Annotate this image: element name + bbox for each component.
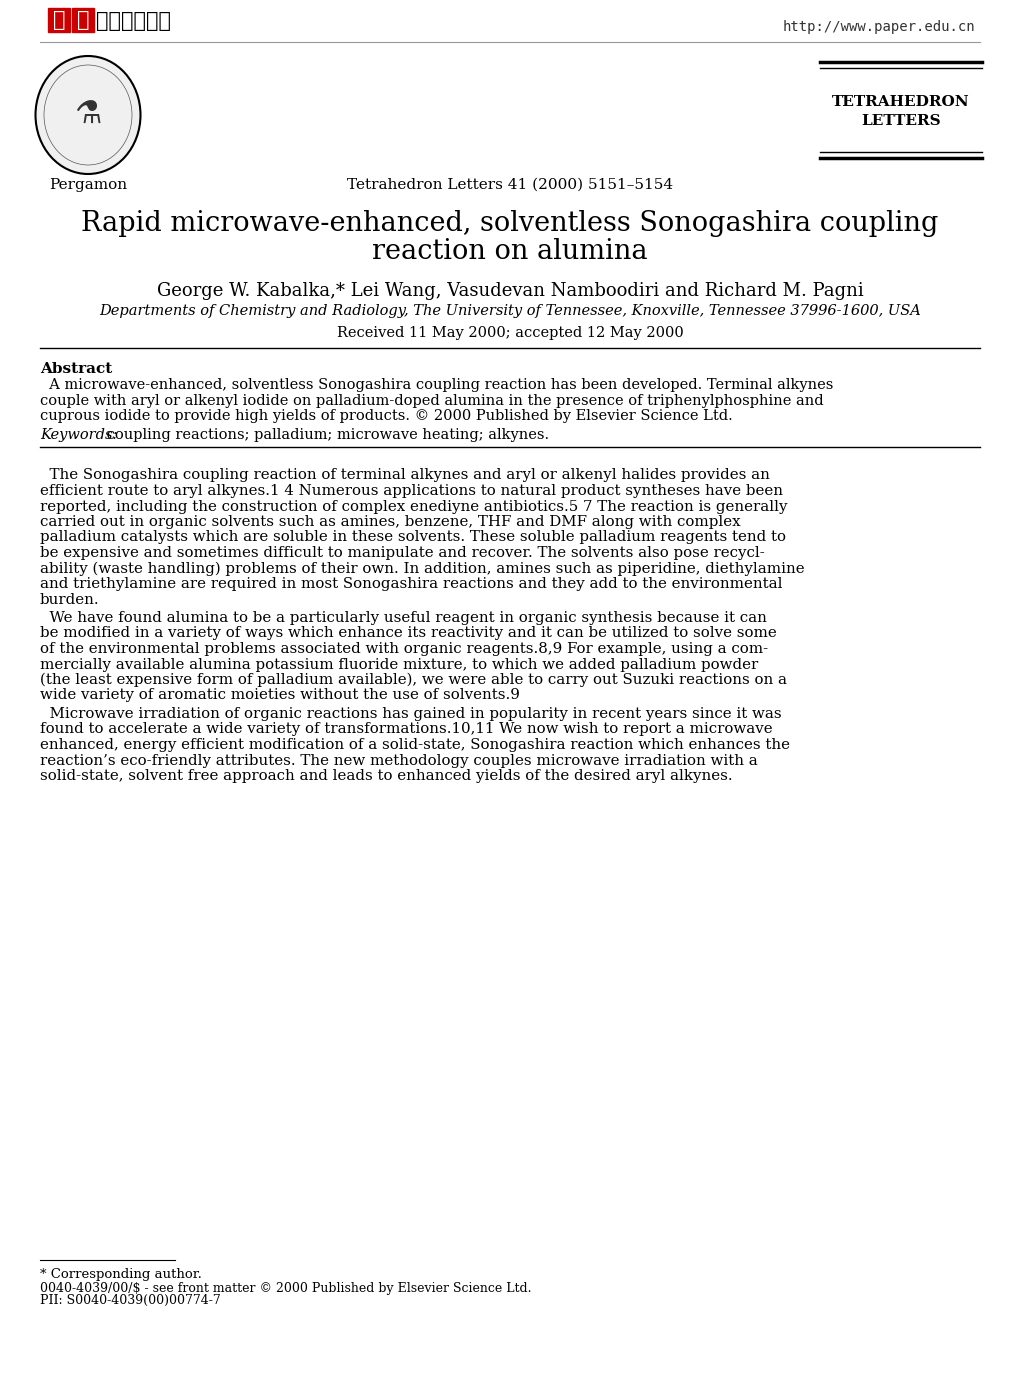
Text: George W. Kabalka,* Lei Wang, Vasudevan Namboodiri and Richard M. Pagni: George W. Kabalka,* Lei Wang, Vasudevan …	[157, 281, 862, 299]
Text: be modified in a variety of ways which enhance its reactivity and it can be util: be modified in a variety of ways which e…	[40, 627, 776, 641]
Text: ⚗: ⚗	[74, 100, 102, 130]
Text: coupling reactions; palladium; microwave heating; alkynes.: coupling reactions; palladium; microwave…	[102, 429, 548, 443]
Text: found to accelerate a wide variety of transformations.10,11 We now wish to repor: found to accelerate a wide variety of tr…	[40, 723, 771, 737]
Text: We have found alumina to be a particularly useful reagent in organic synthesis b: We have found alumina to be a particular…	[40, 612, 766, 625]
Text: reaction on alumina: reaction on alumina	[372, 238, 647, 265]
Ellipse shape	[36, 56, 141, 174]
Text: Departments of Chemistry and Radiology, The University of Tennessee, Knoxville, : Departments of Chemistry and Radiology, …	[99, 304, 920, 318]
Text: ability (waste handling) problems of their own. In addition, amines such as pipe: ability (waste handling) problems of the…	[40, 561, 804, 575]
Text: 科技论文在线: 科技论文在线	[96, 11, 171, 31]
Text: Abstract: Abstract	[40, 362, 112, 376]
Text: * Corresponding author.: * Corresponding author.	[40, 1268, 202, 1282]
Text: cuprous iodide to provide high yields of products. © 2000 Published by Elsevier : cuprous iodide to provide high yields of…	[40, 410, 732, 423]
Text: be expensive and sometimes difficult to manipulate and recover. The solvents als: be expensive and sometimes difficult to …	[40, 546, 764, 560]
Text: TETRAHEDRON: TETRAHEDRON	[832, 95, 969, 109]
Text: Keywords:: Keywords:	[40, 429, 117, 443]
Text: of the environmental problems associated with organic reagents.8,9 For example, : of the environmental problems associated…	[40, 642, 767, 656]
Text: Received 11 May 2000; accepted 12 May 2000: Received 11 May 2000; accepted 12 May 20…	[336, 326, 683, 340]
Text: carried out in organic solvents such as amines, benzene, THF and DMF along with : carried out in organic solvents such as …	[40, 515, 740, 529]
FancyBboxPatch shape	[48, 8, 70, 32]
Text: PII: S0040-4039(00)00774-7: PII: S0040-4039(00)00774-7	[40, 1294, 220, 1307]
Text: couple with aryl or alkenyl iodide on palladium-doped alumina in the presence of: couple with aryl or alkenyl iodide on pa…	[40, 393, 822, 408]
Text: palladium catalysts which are soluble in these solvents. These soluble palladium: palladium catalysts which are soluble in…	[40, 531, 786, 545]
Text: The Sonogashira coupling reaction of terminal alkynes and aryl or alkenyl halide: The Sonogashira coupling reaction of ter…	[40, 468, 769, 482]
Text: efficient route to aryl alkynes.1 4 Numerous applications to natural product syn: efficient route to aryl alkynes.1 4 Nume…	[40, 483, 783, 499]
Text: reaction’s eco-friendly attributes. The new methodology couples microwave irradi: reaction’s eco-friendly attributes. The …	[40, 754, 757, 768]
Text: LETTERS: LETTERS	[860, 114, 940, 128]
Text: Rapid microwave-enhanced, solventless Sonogashira coupling: Rapid microwave-enhanced, solventless So…	[82, 210, 937, 237]
Text: reported, including the construction of complex enediyne antibiotics.5 7 The rea: reported, including the construction of …	[40, 500, 787, 514]
Text: and triethylamine are required in most Sonogashira reactions and they add to the: and triethylamine are required in most S…	[40, 577, 782, 591]
Text: (the least expensive form of palladium available), we were able to carry out Suz: (the least expensive form of palladium a…	[40, 673, 787, 687]
FancyBboxPatch shape	[72, 8, 94, 32]
Text: http://www.paper.edu.cn: http://www.paper.edu.cn	[782, 20, 974, 33]
Text: 中: 中	[53, 10, 65, 31]
Text: enhanced, energy efficient modification of a solid-state, Sonogashira reaction w: enhanced, energy efficient modification …	[40, 738, 790, 752]
Text: burden.: burden.	[40, 592, 100, 606]
Text: 0040-4039/00/$ - see front matter © 2000 Published by Elsevier Science Ltd.: 0040-4039/00/$ - see front matter © 2000…	[40, 1282, 531, 1295]
Text: Tetrahedron Letters 41 (2000) 5151–5154: Tetrahedron Letters 41 (2000) 5151–5154	[346, 178, 673, 192]
Text: wide variety of aromatic moieties without the use of solvents.9: wide variety of aromatic moieties withou…	[40, 688, 520, 702]
Text: solid-state, solvent free approach and leads to enhanced yields of the desired a: solid-state, solvent free approach and l…	[40, 769, 732, 783]
Text: mercially available alumina potassium fluoride mixture, to which we added pallad: mercially available alumina potassium fl…	[40, 657, 757, 671]
Text: A microwave-enhanced, solventless Sonogashira coupling reaction has been develop: A microwave-enhanced, solventless Sonoga…	[40, 378, 833, 391]
Text: 国: 国	[76, 10, 90, 31]
Text: Pergamon: Pergamon	[49, 178, 127, 192]
Text: Microwave irradiation of organic reactions has gained in popularity in recent ye: Microwave irradiation of organic reactio…	[40, 708, 781, 722]
